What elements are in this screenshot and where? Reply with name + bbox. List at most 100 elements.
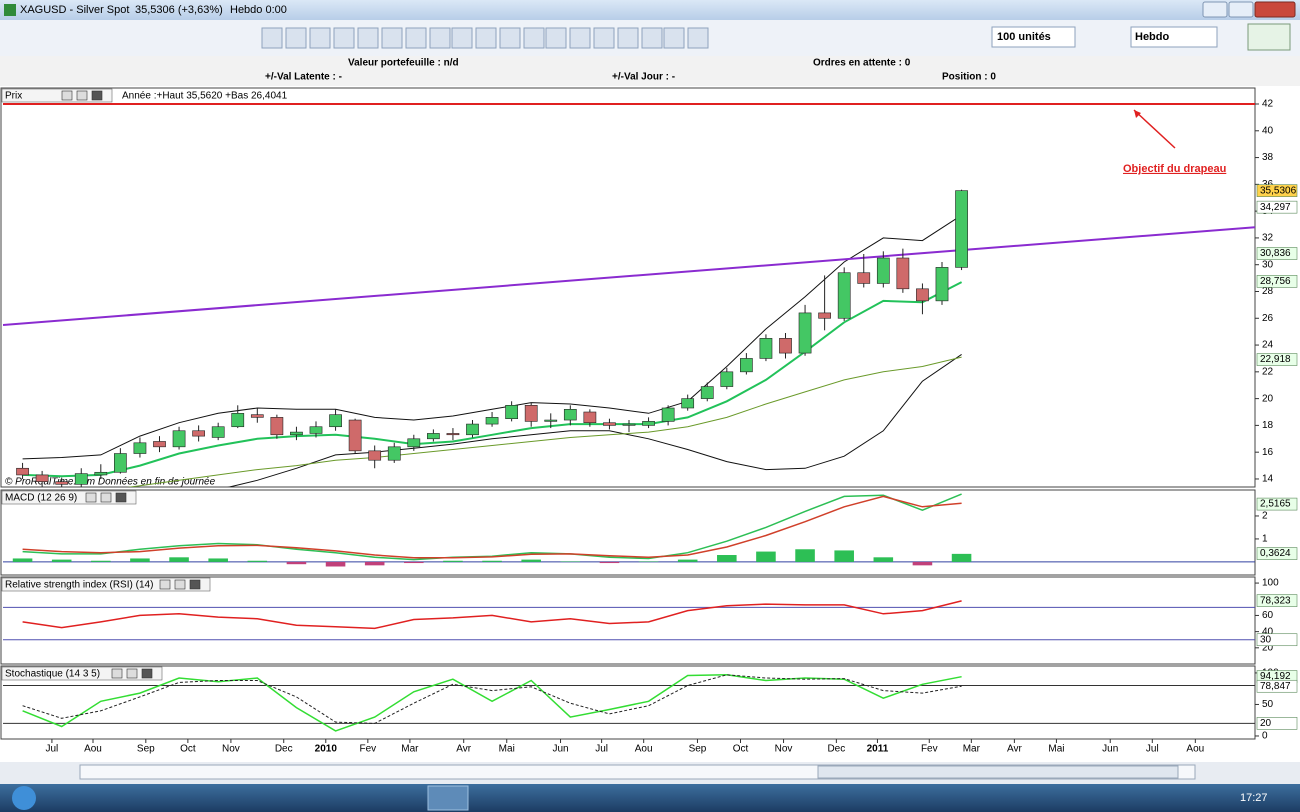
- tool-button[interactable]: [451, 27, 473, 49]
- indicator-button[interactable]: [1247, 23, 1291, 51]
- tool-button[interactable]: [617, 27, 639, 49]
- panel-title: Stochastique (14 3 5): [5, 669, 100, 680]
- window-period: Hebdo 0:00: [230, 4, 287, 16]
- position: Position : 0: [942, 72, 996, 83]
- window-quote: 35,5306 (+3,63%): [135, 4, 223, 16]
- tool-button[interactable]: [309, 27, 331, 49]
- tool-button[interactable]: [429, 27, 451, 49]
- tool-button[interactable]: [499, 27, 521, 49]
- y-tick-label: 28: [1262, 286, 1274, 297]
- x-tick-label: Mai: [499, 744, 515, 755]
- tool-button[interactable]: [593, 27, 615, 49]
- annotation-arrowhead: [1134, 110, 1141, 118]
- candle-body: [192, 430, 205, 437]
- candle-body: [270, 417, 284, 436]
- panel-button[interactable]: [141, 668, 153, 679]
- tool-button[interactable]: [545, 27, 567, 49]
- candle-body: [74, 473, 88, 485]
- candle-body: [935, 267, 949, 302]
- histogram-bar: [130, 558, 150, 562]
- x-tick-label: 2011: [867, 744, 889, 755]
- tool-button[interactable]: [569, 27, 591, 49]
- panel-button[interactable]: [100, 492, 112, 503]
- tool-button[interactable]: [261, 27, 283, 49]
- histogram-bar: [912, 561, 933, 566]
- histogram-bar: [169, 557, 189, 562]
- indicator-line: [22, 674, 962, 732]
- tool-button[interactable]: [333, 27, 355, 49]
- candle-body: [348, 419, 362, 452]
- panel-button[interactable]: [174, 579, 186, 590]
- x-tick-label: Avr: [456, 744, 471, 755]
- candle-body: [759, 338, 773, 359]
- panel-button[interactable]: [159, 579, 171, 590]
- value-marker: [1256, 547, 1298, 560]
- y-tick-label: 40: [1262, 626, 1274, 637]
- panel-header: [1, 577, 211, 592]
- value-marker: [1256, 594, 1298, 607]
- y-tick-label: 50: [1262, 699, 1274, 710]
- app-icon: [4, 4, 16, 16]
- histogram-bar: [208, 558, 228, 562]
- day-value: +/-Val Jour : -: [612, 72, 675, 83]
- x-tick-label: Dec: [827, 744, 845, 755]
- y-tick-label: 14: [1262, 474, 1274, 485]
- x-tick-label: Aou: [84, 744, 102, 755]
- value-marker: [1256, 633, 1298, 647]
- timeframe-dropdown[interactable]: [1130, 26, 1218, 48]
- quantity-dropdown[interactable]: [991, 26, 1076, 48]
- tool-button[interactable]: [475, 27, 497, 49]
- candle-body: [896, 257, 910, 290]
- panel-button[interactable]: [189, 579, 201, 590]
- latent-value: +/-Val Latente : -: [265, 72, 342, 83]
- tool-button[interactable]: [687, 27, 709, 49]
- panel-button[interactable]: [91, 90, 103, 101]
- candle-body: [368, 450, 382, 461]
- value-marker-label: 30,836: [1260, 248, 1291, 259]
- x-tick-label: Jun: [1102, 744, 1118, 755]
- panel-button[interactable]: [76, 90, 88, 101]
- candle-body: [563, 409, 577, 421]
- tool-button[interactable]: [285, 27, 307, 49]
- histogram-bar: [247, 560, 268, 562]
- candle-body: [407, 438, 421, 448]
- candle-body: [681, 398, 695, 409]
- tool-button[interactable]: [641, 27, 663, 49]
- pending-orders: Ordres en attente : 0: [813, 58, 911, 69]
- panel-button[interactable]: [85, 492, 97, 503]
- value-marker-label: 0,3624: [1260, 548, 1291, 559]
- candle-body: [622, 423, 636, 426]
- candle-body: [309, 426, 323, 434]
- x-tick-label: Nov: [775, 744, 793, 755]
- indicator-line: [22, 600, 962, 630]
- title-bar: [0, 0, 1300, 20]
- histogram-bar: [91, 560, 111, 562]
- value-marker: [1256, 200, 1298, 214]
- x-tick-label: Aou: [1186, 744, 1204, 755]
- close-button[interactable]: [1254, 1, 1296, 18]
- candle-body: [250, 414, 264, 418]
- tool-button[interactable]: [381, 27, 403, 49]
- tool-button[interactable]: [523, 27, 545, 49]
- start-button[interactable]: [12, 786, 36, 810]
- x-tick-label: Sep: [137, 744, 155, 755]
- minimize-button[interactable]: [1202, 1, 1228, 18]
- x-tick-label: Jul: [46, 744, 59, 755]
- panel-button[interactable]: [61, 90, 73, 101]
- histogram-bar: [12, 558, 33, 562]
- active-app[interactable]: [427, 785, 469, 811]
- timeframe-value: Hebdo: [1135, 31, 1170, 43]
- panel-button[interactable]: [115, 492, 127, 503]
- scroll-thumb[interactable]: [817, 765, 1179, 779]
- panel-button[interactable]: [111, 668, 123, 679]
- histogram-bar: [677, 559, 698, 562]
- y-tick-label: 20: [1262, 393, 1274, 404]
- candle-body: [427, 433, 440, 440]
- panel-button[interactable]: [126, 668, 138, 679]
- maximize-button[interactable]: [1228, 1, 1254, 18]
- tool-button[interactable]: [663, 27, 685, 49]
- y-tick-label: 60: [1262, 610, 1274, 621]
- tool-button[interactable]: [357, 27, 379, 49]
- tool-button[interactable]: [405, 27, 427, 49]
